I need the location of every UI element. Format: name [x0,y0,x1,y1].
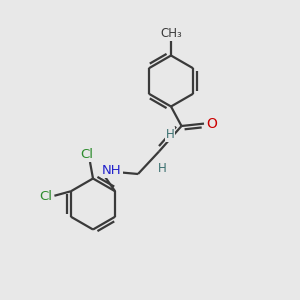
Text: NH: NH [102,164,122,177]
Text: Cl: Cl [80,148,94,161]
Text: H: H [166,128,175,141]
Text: CH₃: CH₃ [160,27,182,40]
Text: H: H [158,161,166,175]
Text: Cl: Cl [39,190,52,203]
Text: O: O [206,117,217,130]
